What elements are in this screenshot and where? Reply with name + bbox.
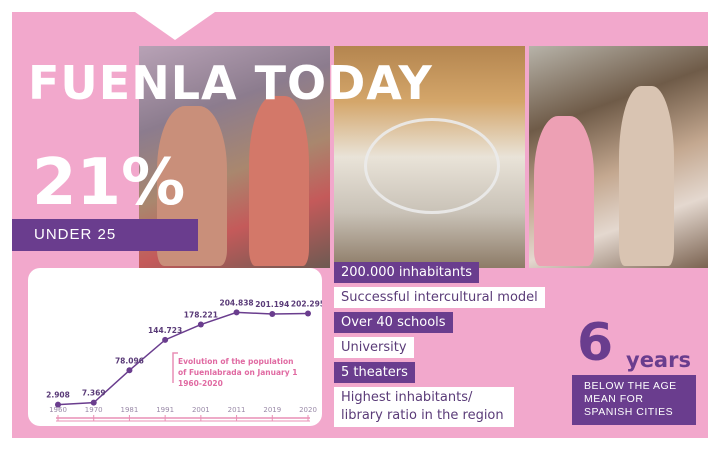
data-point [269,311,276,318]
x-tick-label: 1960 [49,406,67,414]
person-figure [249,96,309,266]
data-point [90,399,97,406]
x-tick-label: 2001 [192,406,210,414]
data-label: 144.723 [148,326,182,335]
person-figure [534,116,594,266]
x-tick-label: 2019 [263,406,281,414]
population-chart-card: 1960 1970 1981 1991 2001 2011 2019 2020 2.908 7.3… [28,268,322,426]
chart-title-line: Evolution of the population [178,357,294,366]
age-difference-number: 6 [577,313,614,373]
x-tick-label: 2011 [228,406,246,414]
under-25-percentage: 21% [32,146,186,220]
chart-title-bracket [172,352,178,383]
photo-young-people [529,46,708,268]
data-label: 7.369 [82,389,106,398]
under-25-label: UNDER 25 [12,219,198,251]
fact-library-ratio: Highest inhabitants/ library ratio in th… [334,387,514,427]
x-tick-label: 1981 [121,406,139,414]
data-point [55,401,61,408]
population-series-line [57,311,309,406]
person-figure [619,86,674,266]
data-label: 78.096 [115,356,144,365]
chart-title-line: of Fuenlabrada on January 1 [178,368,297,377]
data-label: 178.221 [184,311,218,320]
x-tick-label: 2020 [299,406,317,414]
photo-library [334,46,525,268]
data-label: 2.908 [46,391,70,400]
top-notch-decoration [135,12,215,40]
fact-schools: Over 40 schools [334,312,453,333]
data-point [162,336,169,343]
data-label: 201.194 [255,300,289,309]
data-point [305,310,311,317]
data-point [233,309,240,316]
page-title: FUENLA TODAY [28,56,433,110]
x-tick-label: 1991 [156,406,174,414]
library-ring-lamps [364,118,500,214]
data-label: 202.295 [291,300,322,309]
age-difference-description: BELOW THE AGE MEAN FOR SPANISH CITIES [572,375,696,425]
fact-intercultural-model: Successful intercultural model [334,287,545,308]
chart-title-line: 1960-2020 [178,379,223,388]
fact-theaters: 5 theaters [334,362,415,383]
data-label: 204.838 [219,298,253,307]
data-point [197,321,204,328]
fact-university: University [334,337,414,358]
data-point [126,367,133,374]
age-difference-unit: years [626,348,691,372]
population-line-chart: 1960 1970 1981 1991 2001 2011 2019 2020 2.908 7.3… [46,298,322,422]
x-tick-label: 1970 [85,406,103,414]
fact-inhabitants: 200.000 inhabitants [334,262,479,283]
infographic-panel: FUENLA TODAY 21% UNDER 25 1960 1970 1981 19… [12,12,708,438]
